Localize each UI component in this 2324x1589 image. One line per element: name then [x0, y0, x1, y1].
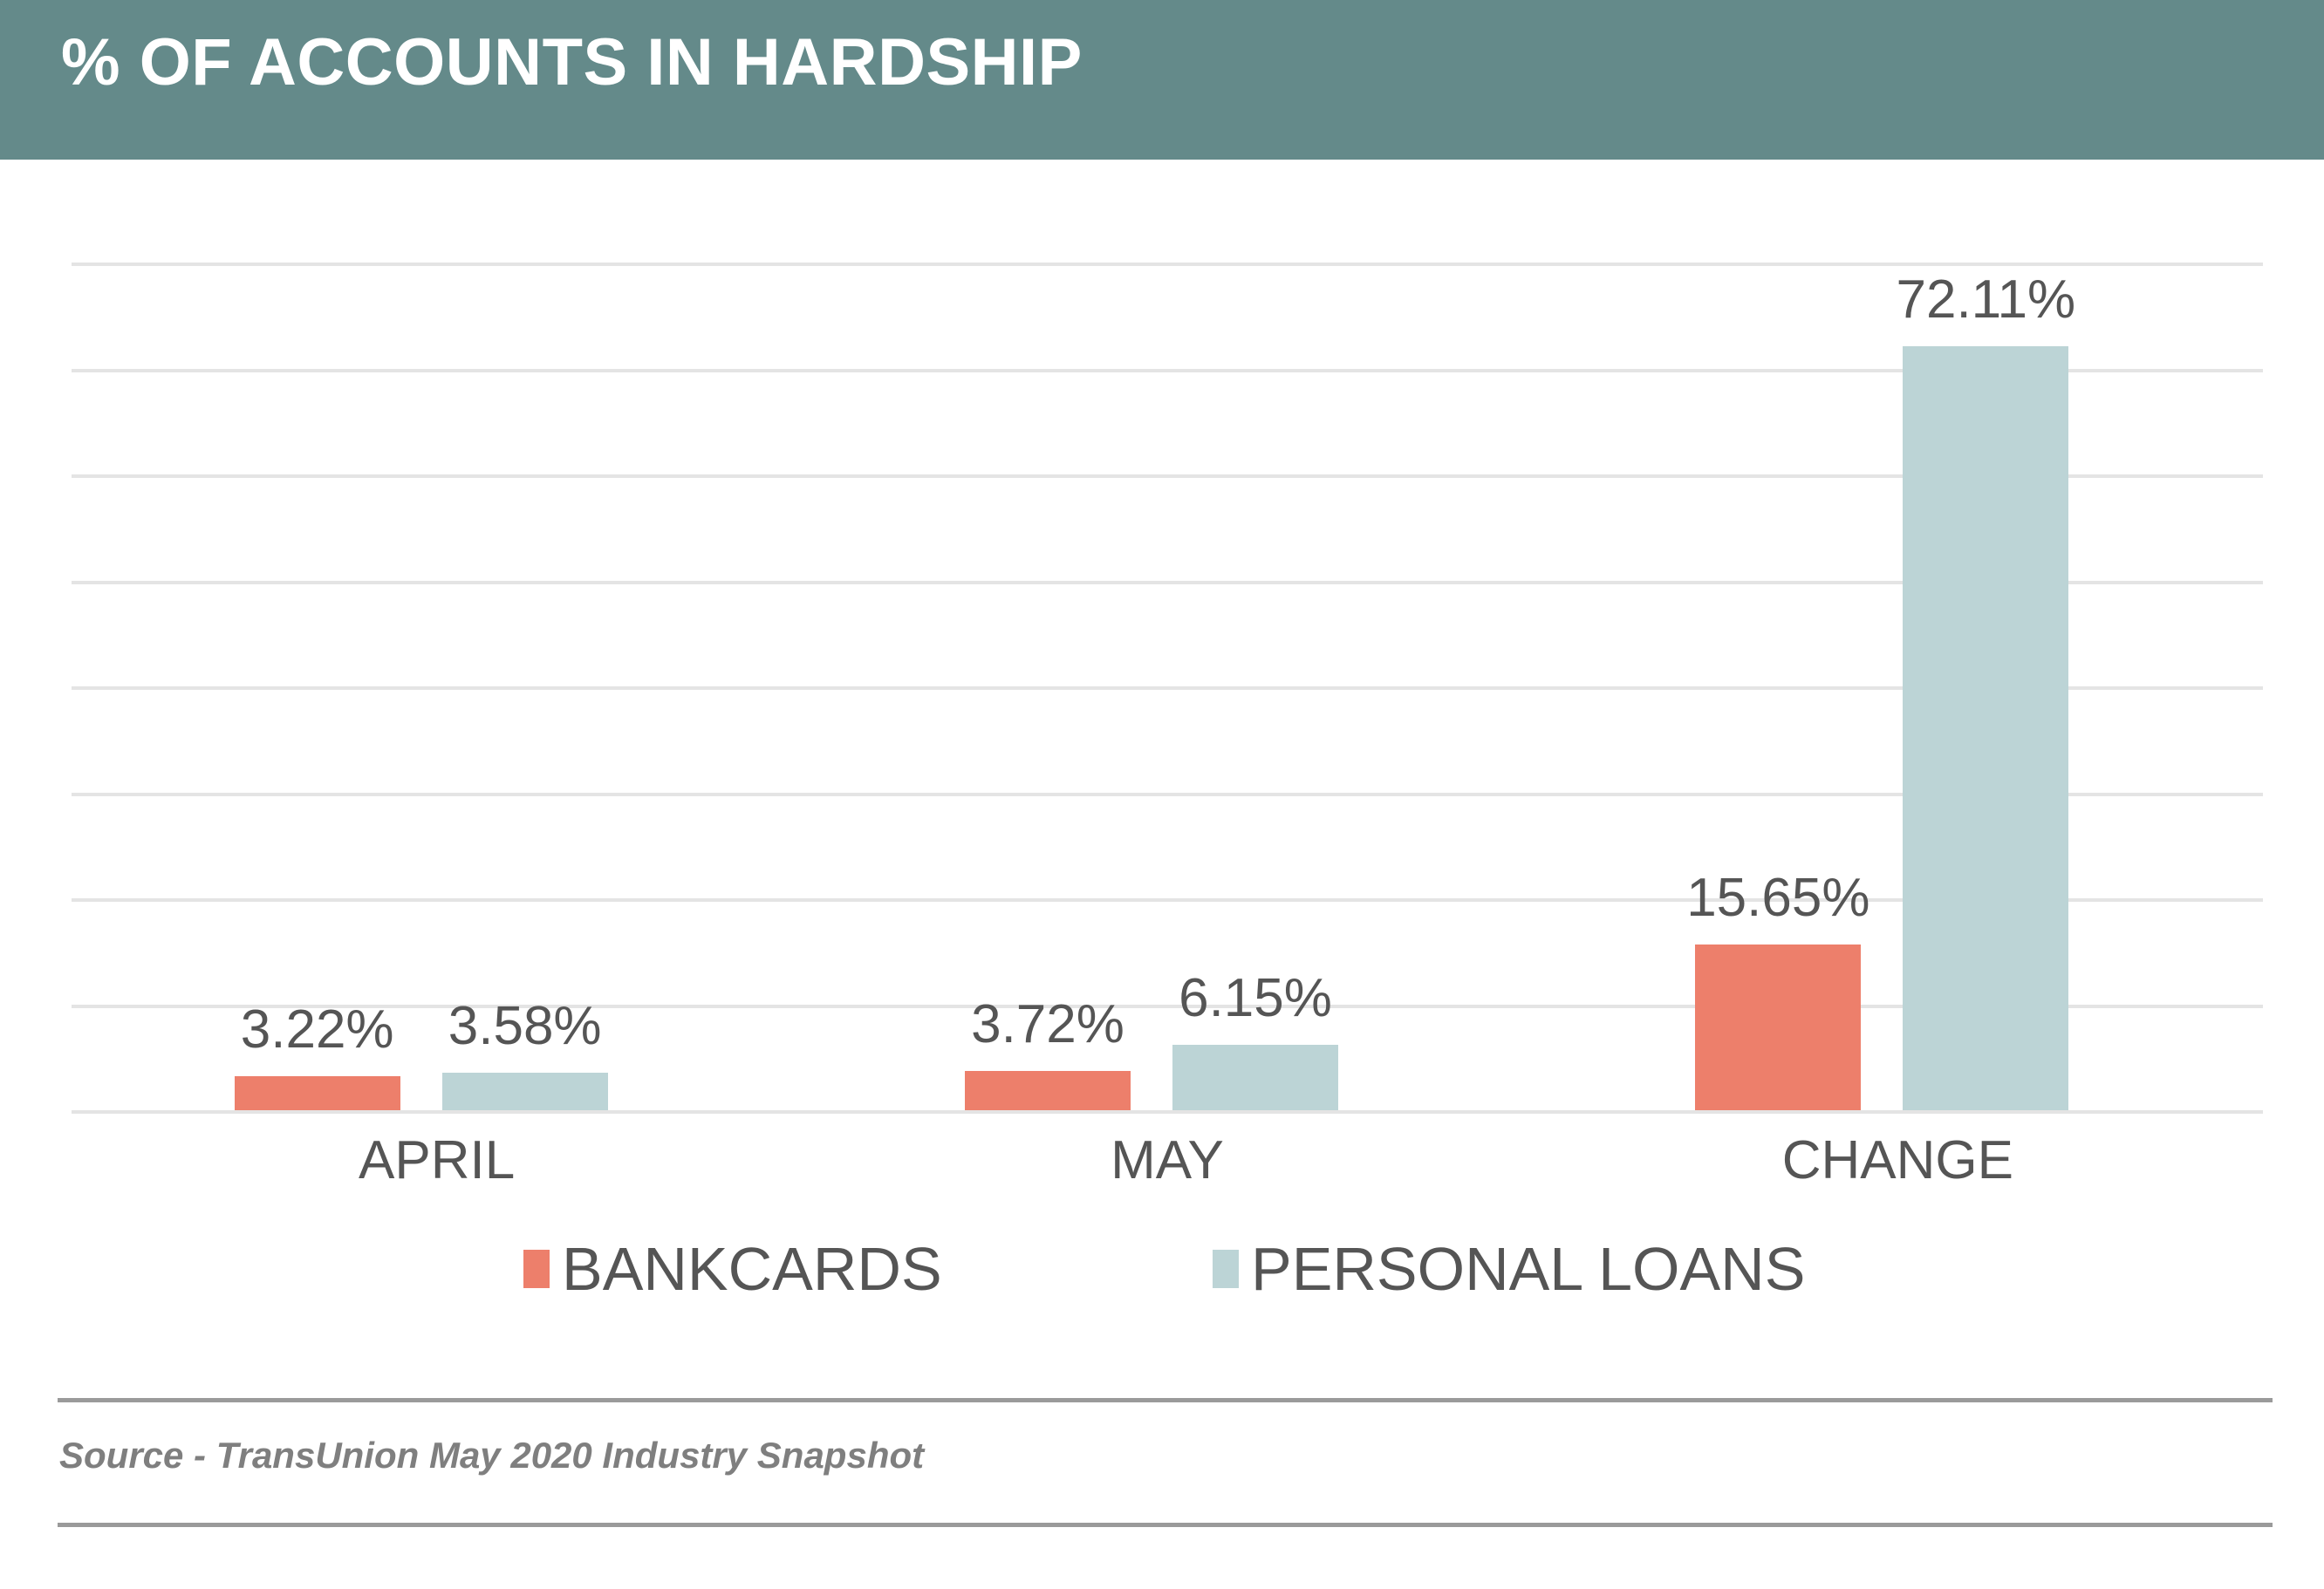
bar-value-label: 72.11%	[1896, 269, 2076, 330]
footer-rule-bottom	[58, 1523, 2273, 1527]
legend-swatch-icon	[1213, 1250, 1239, 1288]
x-axis-label-change: CHANGE	[1781, 1130, 2013, 1190]
bar	[1172, 1045, 1338, 1110]
chart-gridlines	[72, 263, 2263, 1114]
bar	[441, 1072, 608, 1110]
page-title: % OF ACCOUNTS IN HARDSHIP	[61, 25, 1083, 99]
legend-item-bankcards[interactable]: BANKCARDS	[523, 1238, 942, 1299]
legend-item-personal-loans[interactable]: PERSONAL LOANS	[1213, 1238, 1805, 1299]
gridline	[72, 898, 2263, 902]
gridline	[72, 580, 2263, 584]
gridline	[72, 474, 2263, 478]
gridline	[72, 792, 2263, 796]
gridline	[72, 1110, 2263, 1114]
bar	[234, 1075, 400, 1110]
chart-plot-area: 3.22% 3.58% 3.72% 6.15% 15.65% 72.11%	[72, 263, 2263, 1110]
legend-label: PERSONAL LOANS	[1251, 1235, 1806, 1303]
x-axis-label-april: APRIL	[359, 1130, 516, 1190]
gridline	[72, 686, 2263, 690]
source-note: Source - TransUnion May 2020 Industry Sn…	[59, 1435, 925, 1476]
gridline	[72, 263, 2263, 266]
gridline	[72, 1004, 2263, 1008]
legend-swatch-icon	[523, 1250, 550, 1288]
legend-label: BANKCARDS	[562, 1235, 942, 1303]
bar	[1695, 944, 1862, 1110]
chart-legend: BANKCARDS PERSONAL LOANS	[0, 1238, 2324, 1334]
bar	[965, 1070, 1131, 1110]
x-axis-label-may: MAY	[1111, 1130, 1224, 1190]
bar-value-label: 15.65%	[1686, 867, 1870, 928]
bar-value-label: 3.22%	[240, 999, 394, 1060]
gridline	[72, 368, 2263, 372]
bar-value-label: 6.15%	[1179, 968, 1332, 1029]
header-bar: % OF ACCOUNTS IN HARDSHIP	[0, 0, 2324, 160]
bar-value-label: 3.72%	[971, 993, 1124, 1054]
bar	[1903, 345, 2069, 1110]
footer-rule-top	[58, 1398, 2273, 1402]
bar-value-label: 3.58%	[448, 995, 602, 1056]
